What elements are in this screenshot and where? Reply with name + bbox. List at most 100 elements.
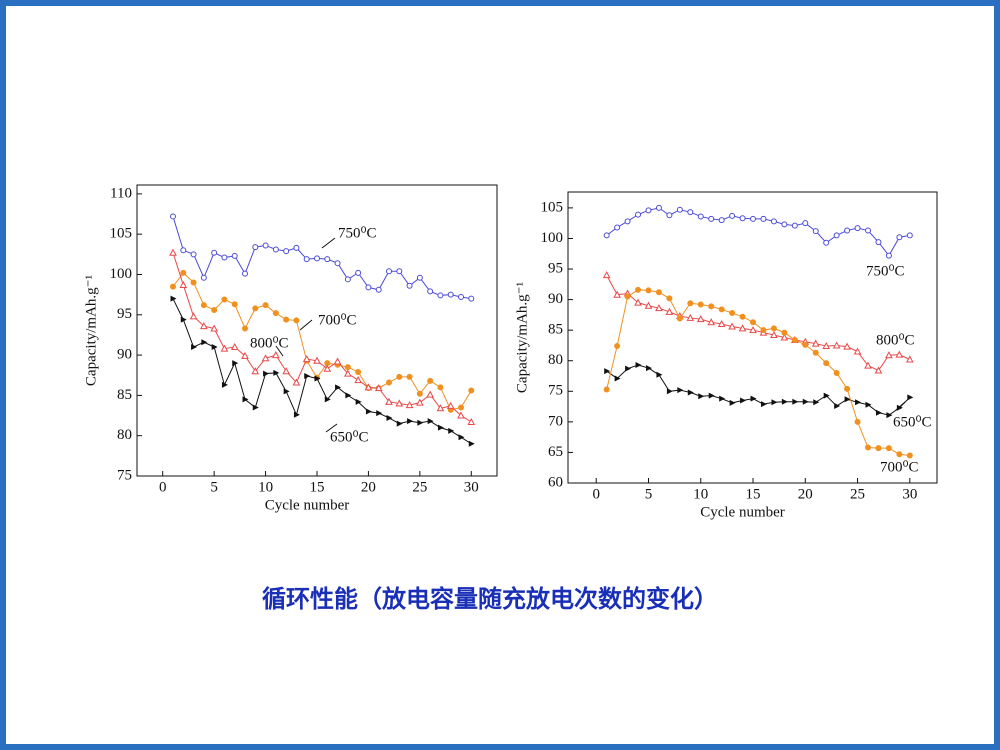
y-tick-label: 110 [110, 185, 132, 201]
point [833, 232, 840, 239]
point [770, 331, 778, 339]
y-tick-label: 100 [110, 266, 133, 282]
point [644, 301, 653, 309]
point [211, 249, 218, 256]
point [791, 222, 798, 229]
point [874, 366, 883, 374]
point [844, 227, 851, 234]
x-tick-label: 20 [361, 479, 376, 495]
point [655, 204, 662, 211]
point [221, 296, 228, 303]
point [750, 319, 757, 326]
point [448, 427, 455, 434]
point [416, 398, 424, 406]
x-tick-label: 20 [798, 486, 813, 502]
point [231, 252, 238, 259]
point [697, 213, 704, 220]
y-tick-label: 65 [548, 444, 563, 460]
point [313, 356, 321, 364]
point [344, 276, 351, 283]
point [811, 339, 820, 347]
y-tick-label: 100 [541, 230, 564, 246]
point [686, 313, 695, 321]
point [344, 369, 352, 377]
point [886, 412, 893, 419]
y-tick-label: 75 [548, 383, 563, 399]
point [875, 239, 882, 246]
point [458, 434, 465, 441]
point [323, 364, 332, 372]
point [190, 279, 197, 286]
point [906, 232, 913, 239]
point [780, 333, 789, 341]
point [263, 370, 270, 377]
point [750, 395, 757, 402]
y-tick-label: 105 [541, 199, 564, 215]
point [396, 373, 403, 380]
point [232, 360, 239, 367]
point [283, 248, 290, 255]
point [396, 420, 403, 427]
x-tick-label: 30 [464, 479, 479, 495]
point [386, 379, 392, 386]
point [426, 390, 434, 398]
point [832, 341, 841, 349]
point [416, 274, 423, 281]
point [698, 393, 705, 400]
point [374, 384, 383, 392]
point [707, 318, 716, 326]
y-tick-label: 95 [117, 306, 132, 322]
point [656, 371, 663, 378]
point [406, 282, 413, 289]
point [812, 228, 819, 235]
point [468, 295, 475, 302]
y-tick-label: 85 [548, 322, 563, 338]
x-tick-label: 15 [746, 486, 761, 502]
point [645, 365, 652, 372]
point [728, 322, 736, 330]
point [614, 375, 621, 382]
point [211, 306, 218, 313]
point [677, 387, 684, 394]
point [781, 329, 788, 336]
series-label: 800⁰C [250, 335, 289, 351]
point [221, 381, 228, 388]
point [292, 378, 301, 386]
point [304, 373, 311, 380]
point [458, 294, 464, 301]
point [191, 344, 198, 351]
point [417, 419, 424, 426]
point [875, 445, 882, 452]
y-tick-label: 80 [548, 352, 563, 368]
x-tick-label: 10 [258, 479, 273, 495]
point [865, 227, 872, 234]
x-tick-label: 25 [850, 486, 865, 502]
point [697, 301, 704, 308]
point [708, 303, 715, 310]
point [676, 206, 683, 213]
point [781, 221, 788, 228]
point [345, 392, 352, 399]
point [355, 369, 362, 376]
point [169, 248, 177, 256]
point [718, 217, 725, 224]
y-axis-label: Capacity/mAh.g⁻¹ [514, 282, 530, 393]
point [272, 351, 280, 359]
point [335, 384, 342, 391]
point [364, 383, 373, 391]
point [708, 215, 715, 222]
series-label: 650⁰C [893, 414, 932, 430]
point [614, 224, 621, 231]
point [427, 377, 434, 384]
point [625, 365, 632, 372]
point [635, 211, 642, 218]
point [853, 347, 862, 355]
point [180, 269, 187, 276]
point [729, 310, 736, 317]
point [802, 398, 809, 405]
point [823, 239, 830, 246]
point [770, 218, 777, 225]
point [283, 316, 290, 323]
series-line [172, 252, 472, 423]
point [376, 410, 383, 417]
